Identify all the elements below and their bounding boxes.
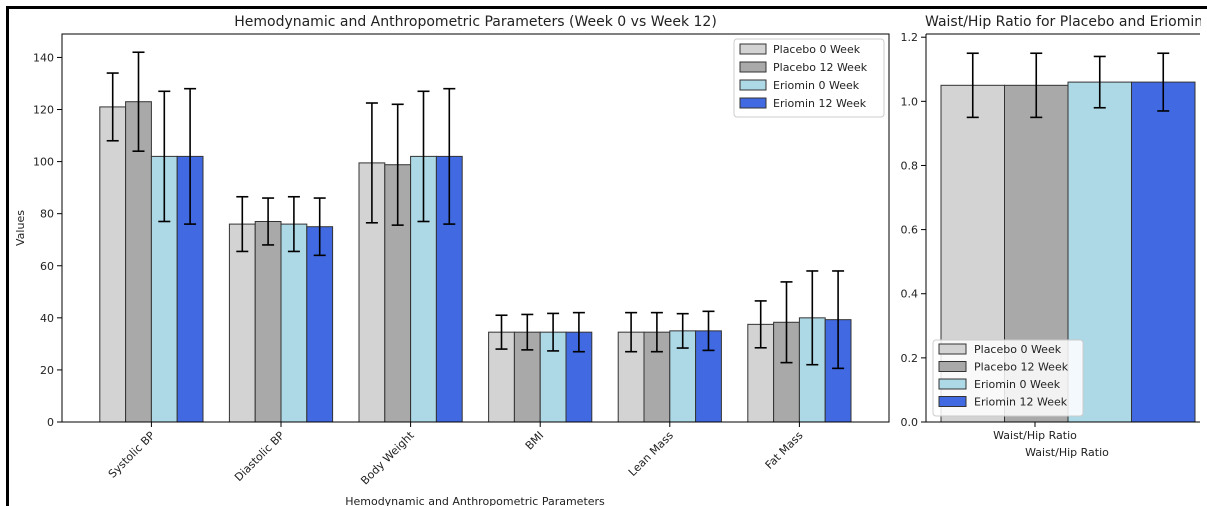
y-tick-label: 0.4 [901, 288, 919, 301]
y-tick-label: 1.2 [901, 31, 919, 44]
waist-hip-legend: Placebo 0 Week Placebo 12 Week Eriomin 0 W… [932, 339, 1084, 417]
y-tick-label: 0.0 [901, 416, 919, 429]
x-tick-label: BMI [523, 429, 547, 453]
x-tick-label: Body Weight [358, 428, 417, 487]
x-tick-label: Fat Mass [763, 429, 806, 472]
legend-swatch [739, 79, 767, 91]
legend-swatch [938, 361, 967, 372]
y-tick-label: 60 [40, 260, 54, 273]
waist-hip-title-group: Waist/Hip Ratio for Placebo and Eriomin [925, 14, 1203, 30]
legend-label: Placebo 0 Week [974, 343, 1062, 356]
bar-diastolic-bp-3 [306, 226, 334, 423]
legend-swatch [739, 61, 767, 73]
main-chart: Hemodynamic and Anthropometric Parameter… [14, 14, 890, 506]
legend-box [733, 38, 885, 118]
legend-label: Eriomin 0 Week [773, 79, 860, 92]
y-tick-label: 80 [40, 208, 54, 221]
legend-swatch [739, 97, 767, 109]
bar-systolic-bp-1 [125, 101, 152, 423]
x-tick-label: Waist/Hip Ratio [993, 429, 1077, 442]
y-tick-label: 40 [40, 312, 54, 325]
waist-hip-chart: Waist/Hip Ratio for Placebo and Eriomin 0… [901, 14, 1203, 459]
bar-diastolic-bp-0 [228, 223, 256, 423]
y-axis-label: Values [14, 210, 27, 246]
y-tick-label: 120 [33, 104, 54, 117]
main-chart-title: Hemodynamic and Anthropometric Parameter… [234, 14, 717, 30]
y-tick-label: 0.6 [901, 224, 919, 237]
legend-box [932, 339, 1084, 417]
legend-swatch [938, 396, 967, 407]
legend-label: Eriomin 12 Week [773, 97, 867, 110]
x-tick-label: Diastolic BP [232, 429, 287, 484]
plot-frame [61, 33, 890, 423]
legend-label: Eriomin 0 Week [974, 378, 1061, 391]
y-tick-label: 0.8 [901, 159, 919, 172]
bar-waist-hip-3 [1131, 81, 1196, 423]
legend-swatch [739, 43, 767, 55]
legend-swatch [938, 343, 967, 355]
x-axis-label: Hemodynamic and Anthropometric Parameter… [345, 495, 605, 506]
y-tick-label: 0.2 [901, 352, 919, 365]
bar-diastolic-bp-2 [280, 223, 308, 423]
bar-diastolic-bp-1 [254, 220, 282, 423]
legend-swatch [938, 378, 967, 390]
bar-systolic-bp-0 [99, 106, 127, 423]
figure-frame [6, 6, 1207, 506]
y-tick-label: 140 [33, 51, 54, 64]
x-axis-label: Waist/Hip Ratio [1025, 446, 1109, 459]
legend-label: Eriomin 12 Week [974, 396, 1068, 409]
legend-label: Placebo 12 Week [974, 361, 1069, 374]
legend-label: Placebo 0 Week [773, 43, 861, 56]
x-tick-label: Lean Mass [626, 429, 676, 479]
waist-hip-chart-title: Waist/Hip Ratio for Placebo and Eriomin [925, 14, 1203, 30]
y-tick-label: 1.0 [901, 95, 919, 108]
y-tick-label: 100 [33, 156, 54, 169]
y-tick-label: 0 [47, 416, 54, 429]
main-legend: Placebo 0 Week Placebo 12 Week Eriomin 0 W… [733, 38, 885, 118]
x-tick-label: Systolic BP [106, 429, 158, 481]
legend-label: Placebo 12 Week [773, 61, 868, 74]
y-tick-label: 20 [40, 364, 54, 377]
